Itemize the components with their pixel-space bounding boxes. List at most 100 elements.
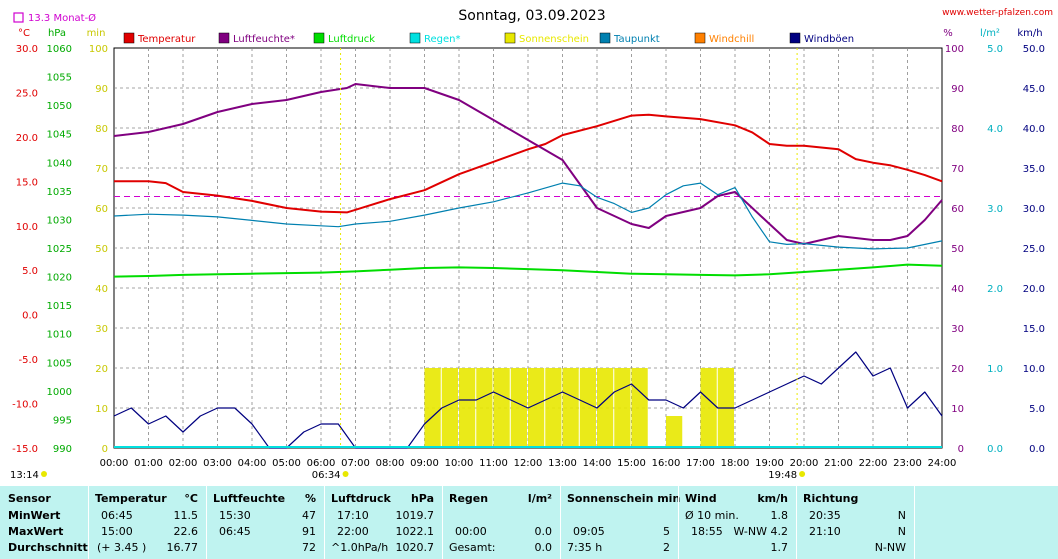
hum-tick-label: 50 <box>951 244 964 255</box>
min-tick-label: 100 <box>89 44 108 55</box>
hum-min-value: 47 <box>302 509 316 522</box>
wind-tick-label: 10.0 <box>1023 364 1045 375</box>
press-tick-label: 1000 <box>47 387 72 398</box>
wind-avg-value: 1.7 <box>770 541 789 554</box>
sunshine-bar <box>579 368 596 448</box>
temp-max-time: 15:00 <box>101 525 133 538</box>
col-rain: Regen l/m² 00:00 0.0 Gesamt: 0.0 <box>442 486 560 559</box>
sunshine-bar <box>545 368 562 448</box>
legend-label: Windböen <box>804 34 854 45</box>
legend-label: Temperatur <box>137 34 196 45</box>
x-tick-label: 14:00 <box>583 458 612 469</box>
rain-tick-label: 5.0 <box>987 44 1003 55</box>
dir-max-value: N <box>897 525 906 538</box>
sunrise-sun-icon <box>342 471 349 477</box>
series-line-luftdruck <box>113 263 943 278</box>
x-tick-label: 16:00 <box>652 458 681 469</box>
x-tick-label: 24:00 <box>928 458 957 469</box>
temp-tick-label: -10.0 <box>12 400 38 411</box>
press-tick-label: 1060 <box>47 44 72 55</box>
col-wind: Wind km/h Ø 10 min. 1.8 18:55 W-NW 4.2 1… <box>678 486 796 559</box>
col-temp: Temperatur °C 06:45 11.5 15:00 22.6 (+ 3… <box>88 486 206 559</box>
rain-tick-label: 0.0 <box>987 444 1003 455</box>
press-min-value: 1019.7 <box>395 509 435 522</box>
press-tick-label: 1050 <box>47 101 72 112</box>
temp-tick-label: 0.0 <box>22 311 38 322</box>
press-tick-label: 1040 <box>47 158 72 169</box>
legend-swatch <box>123 32 135 44</box>
site-link[interactable]: www.wetter-pfalzen.com <box>942 8 1053 18</box>
hdr-wind-unit: km/h <box>757 492 788 505</box>
col-dir: Richtung 20:35 N 21:10 N N-NW <box>796 486 914 559</box>
stats-table: Sensor MinWert MaxWert Durchschnitt Temp… <box>0 486 1058 559</box>
sunshine-bars <box>424 368 734 448</box>
rain-tick-label: 4.0 <box>987 124 1003 135</box>
x-tick-label: 19:00 <box>755 458 784 469</box>
wind-tick-label: 35.0 <box>1023 164 1045 175</box>
sunshine-bar <box>493 368 510 448</box>
sun-avg-value: 2 <box>663 541 670 554</box>
x-tick-label: 03:00 <box>203 458 232 469</box>
sunshine-bar <box>528 368 545 448</box>
row-label: Durchschnitt <box>8 541 88 554</box>
hum-tick-label: 90 <box>951 84 964 95</box>
hdr-press-unit: hPa <box>410 492 434 505</box>
dir-max-time: 21:10 <box>809 525 841 538</box>
wind-tick-label: 50.0 <box>1023 44 1045 55</box>
x-tick-label: 15:00 <box>617 458 646 469</box>
wind-tick-label: 30.0 <box>1023 204 1045 215</box>
hum-tick-label: 30 <box>951 324 964 335</box>
temp-tick-label: -5.0 <box>18 355 38 366</box>
rain-tick-label: 1.0 <box>987 364 1003 375</box>
press-tick-label: 1055 <box>47 73 72 84</box>
row-label: MaxWert <box>8 525 64 538</box>
chart-title: Sonntag, 03.09.2023 <box>458 8 605 24</box>
x-tick-label: 05:00 <box>272 458 301 469</box>
x-tick-label: 06:00 <box>307 458 336 469</box>
hum-tick-label: 70 <box>951 164 964 175</box>
wind-tick-label: 25.0 <box>1023 244 1045 255</box>
legend-label: Regen* <box>424 34 461 45</box>
sunshine-bar <box>614 368 631 448</box>
x-tick-label: 11:00 <box>479 458 508 469</box>
sunshine-bar <box>459 368 476 448</box>
min-tick-label: 90 <box>95 84 108 95</box>
unit-min: min <box>87 28 106 39</box>
hdr-rain: Regen <box>449 492 489 505</box>
x-tick-label: 02:00 <box>169 458 198 469</box>
hdr-dir: Richtung <box>803 492 859 505</box>
press-tick-label: 1010 <box>47 330 72 341</box>
sunshine-bar <box>597 368 614 448</box>
legend-swatch <box>218 32 230 44</box>
unit-press: hPa <box>48 28 66 39</box>
hdr-sensor: Sensor <box>8 492 51 505</box>
x-tick-label: 20:00 <box>790 458 819 469</box>
legend-label: Luftfeuchte* <box>233 34 295 45</box>
wind-tick-label: 40.0 <box>1023 124 1045 135</box>
series-line-windböen <box>113 351 943 449</box>
weather-chart: Sonntag, 03.09.2023 www.wetter-pfalzen.c… <box>10 8 1053 481</box>
sunshine-bar <box>631 368 648 448</box>
hdr-temp: Temperatur <box>95 492 167 505</box>
min-tick-label: 70 <box>95 164 108 175</box>
x-tick-label: 22:00 <box>859 458 888 469</box>
press-tick-label: 1020 <box>47 273 72 284</box>
temp-tick-label: 5.0 <box>22 266 38 277</box>
unit-temp: °C <box>18 28 30 39</box>
wind-tick-label: 0.0 <box>1029 444 1045 455</box>
x-tick-label: 21:00 <box>824 458 853 469</box>
col-sun: Sonnenschein min 09:05 5 7:35 h 2 <box>560 486 680 559</box>
series-lines <box>113 83 943 449</box>
hum-tick-label: 0 <box>958 444 964 455</box>
sun-max-value: 5 <box>663 525 670 538</box>
wind-tick-label: 20.0 <box>1023 284 1045 295</box>
min-tick-label: 0 <box>102 444 108 455</box>
temp-tick-label: 30.0 <box>16 44 38 55</box>
temp-tick-label: 10.0 <box>16 222 38 233</box>
grid <box>113 47 943 449</box>
legend-label: Windchill <box>709 34 754 45</box>
temp-min-time: 06:45 <box>101 509 133 522</box>
legend-swatch <box>789 32 801 44</box>
sunshine-bar <box>666 416 683 448</box>
hum-min-time: 15:30 <box>219 509 251 522</box>
